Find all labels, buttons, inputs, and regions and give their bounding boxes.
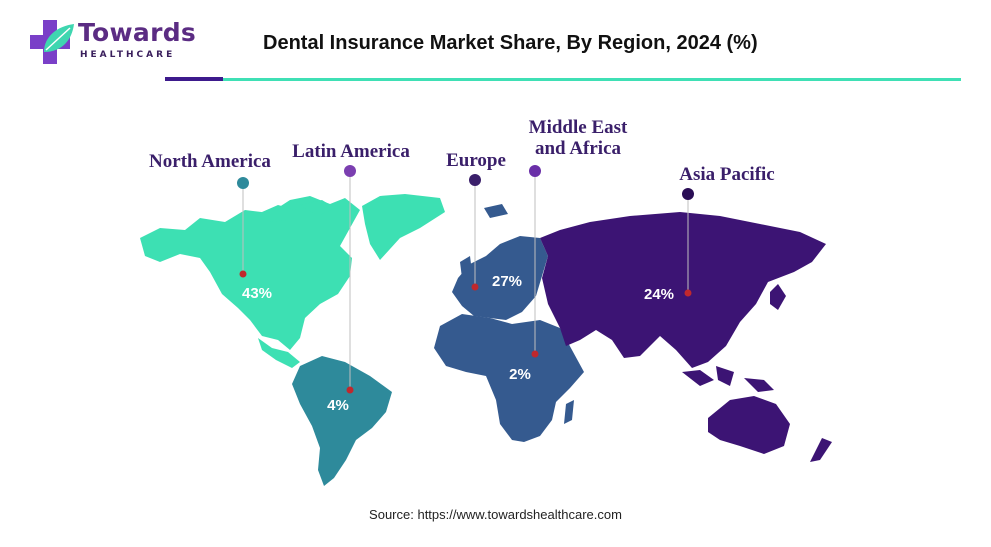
anchor-dot-europe	[471, 283, 479, 291]
value-label-middle-east-and-africa: 2%	[509, 366, 531, 383]
logo-cross-leaf-icon	[30, 20, 74, 64]
region-madagascar	[564, 400, 574, 424]
title-rule-accent	[165, 77, 223, 81]
label-dot-europe	[469, 174, 481, 186]
region-japan	[770, 284, 786, 310]
region-label-europe: Europe	[446, 150, 506, 171]
region-label-middle-east-and-africa: Middle East and Africa	[529, 117, 628, 159]
value-label-asia-pacific: 24%	[644, 286, 674, 303]
region-canada-islands	[262, 200, 335, 222]
label-dot-north-america	[237, 177, 249, 189]
region-uk	[460, 256, 472, 278]
region-iceland	[484, 204, 508, 218]
anchor-dot-middle-east-and-africa	[531, 350, 539, 358]
label-dot-latin-america	[344, 165, 356, 177]
anchor-dot-asia-pacific	[684, 289, 692, 297]
value-label-europe: 27%	[492, 273, 522, 290]
anchor-dot-latin-america	[346, 386, 354, 394]
region-asia-pacific	[540, 212, 826, 368]
region-shapes	[140, 194, 832, 486]
region-greenland	[362, 194, 445, 260]
region-europe	[452, 236, 548, 320]
anchor-dot-north-america	[239, 270, 247, 278]
label-dot-middle-east-and-africa	[529, 165, 541, 177]
region-latin-america	[292, 356, 392, 486]
region-markers: North America 43% Latin America 4% Europe 27%…	[149, 117, 775, 414]
source-note: Source: https://www.towardshealthcare.co…	[369, 507, 622, 522]
label-dot-asia-pacific	[682, 188, 694, 200]
logo: Towards HEALTHCARE	[30, 18, 196, 68]
value-label-north-america: 43%	[242, 285, 272, 302]
region-central-america	[258, 338, 300, 368]
region-label-latin-america: Latin America	[292, 141, 410, 162]
region-australia	[708, 396, 790, 454]
region-new-zealand	[810, 438, 832, 462]
region-label-north-america: North America	[149, 151, 271, 172]
region-label-asia-pacific: Asia Pacific	[679, 164, 775, 185]
value-label-latin-america: 4%	[327, 397, 349, 414]
region-north-america	[140, 196, 360, 350]
logo-subtitle: HEALTHCARE	[80, 50, 176, 60]
region-middle-east-africa	[434, 314, 584, 442]
chart-title: Dental Insurance Market Share, By Region…	[263, 32, 758, 54]
logo-title: Towards	[78, 18, 197, 47]
title-rule	[223, 78, 961, 81]
region-indonesia	[682, 366, 774, 392]
